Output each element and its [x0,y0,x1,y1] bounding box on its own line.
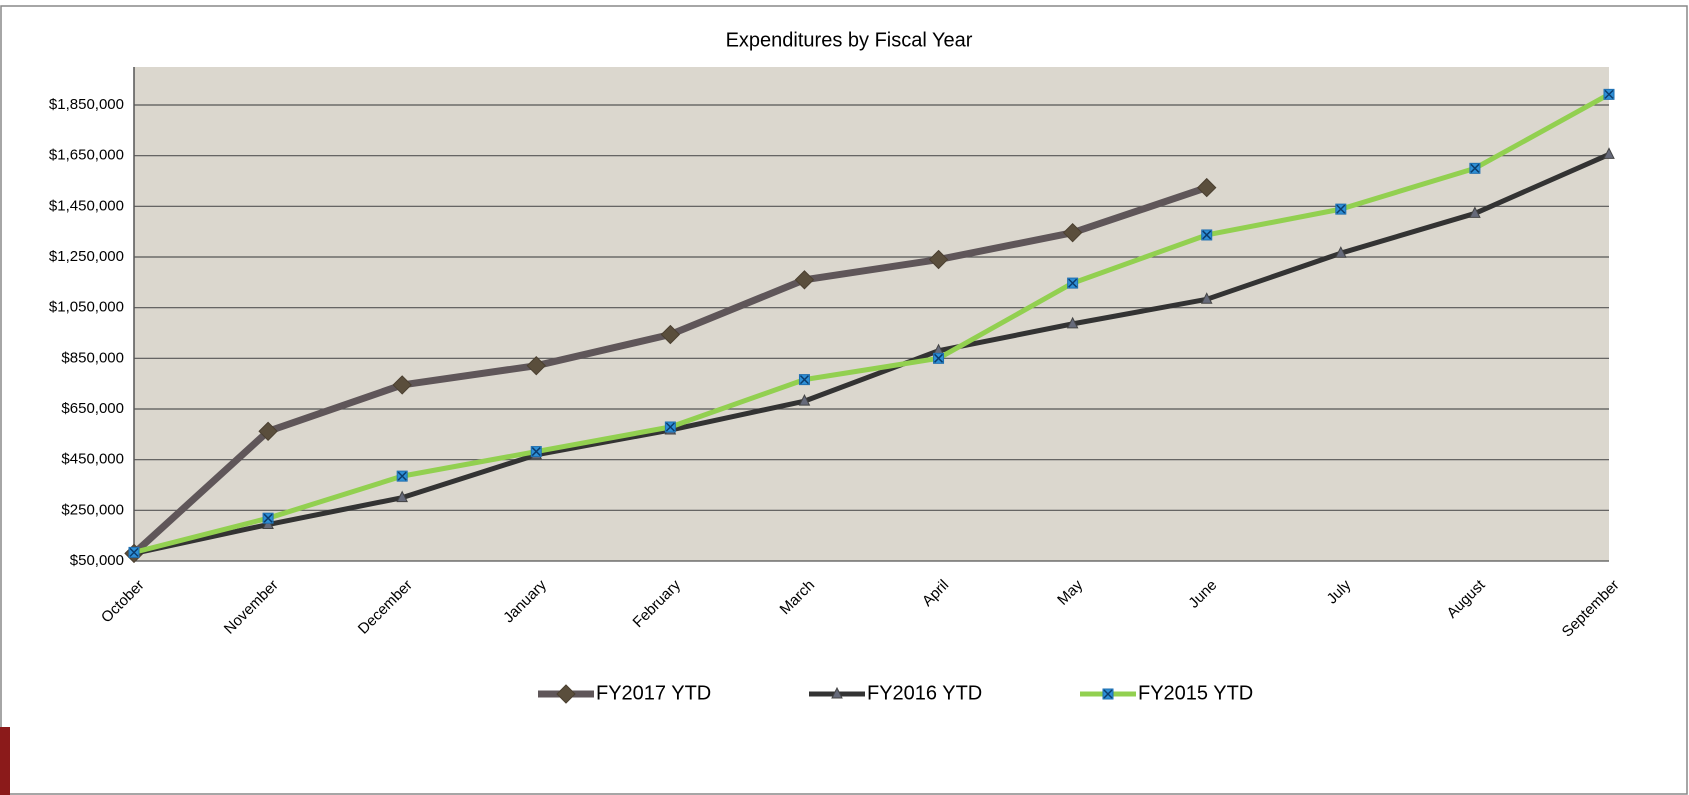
marker [831,686,843,699]
marker-cross [531,447,541,457]
marker [530,446,542,458]
marker [1200,292,1213,304]
legend-label: FY2015 YTD [1138,682,1253,704]
y-tick-label: $1,850,000 [49,96,124,113]
marker [660,324,681,345]
series-line [133,92,1611,555]
marker [1102,688,1114,700]
marker [526,355,546,376]
marker [392,375,412,395]
y-tick-label: $1,050,000 [49,299,124,316]
marker [1066,316,1079,329]
plot-area [134,67,1609,561]
marker [798,394,811,406]
marker [794,270,815,290]
marker [1335,203,1347,215]
marker-cross [665,422,675,432]
marker [1062,222,1083,243]
marker-cross [799,375,809,385]
marker-cross [934,353,944,363]
y-tick-label: $1,450,000 [49,197,124,214]
marker [1197,177,1217,198]
marker [1469,162,1481,174]
y-tick-label: $1,250,000 [49,248,124,265]
marker-cross [1604,89,1614,99]
legend-item: FY2015 YTD [1080,682,1253,704]
marker [1603,88,1615,100]
legend-label: FY2017 YTD [596,682,711,704]
marker-cross [1336,204,1346,214]
marker-cross [1202,230,1212,240]
y-tick-label: $250,000 [61,501,124,518]
marker [1201,229,1213,241]
marker-cross [263,513,273,523]
marker [798,374,810,386]
series-line [133,152,1611,556]
legend-item: FY2017 YTD [538,682,711,704]
marker-cross [1103,689,1113,699]
marker-cross [397,471,407,481]
marker-cross [1470,163,1480,173]
marker [396,490,408,503]
marker [664,421,676,433]
marker [1067,277,1079,289]
y-tick-label: $1,650,000 [49,147,124,164]
marker [933,352,945,364]
y-tick-label: $650,000 [61,400,124,417]
side-bar [0,727,10,795]
chart-title: Expenditures by Fiscal Year [726,29,973,51]
legend-label: FY2016 YTD [867,682,982,704]
y-tick-label: $450,000 [61,451,124,468]
marker [128,546,140,558]
y-tick-label: $50,000 [70,552,124,569]
legend-item: FY2016 YTD [809,682,982,704]
marker [258,421,278,442]
marker [928,249,949,270]
marker [1335,246,1347,258]
marker-cross [129,547,139,557]
marker [1469,206,1481,218]
marker [262,512,274,524]
marker [396,470,408,482]
marker-cross [1068,278,1078,288]
marker [1603,147,1615,159]
y-tick-label: $850,000 [61,349,124,366]
marker [556,684,576,704]
